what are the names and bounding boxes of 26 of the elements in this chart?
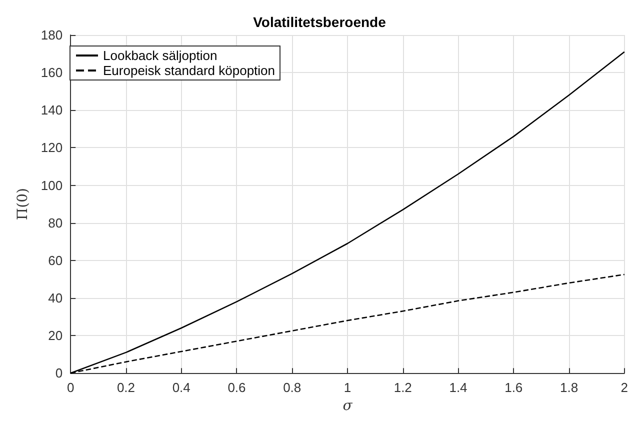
x-tick-label: 0 xyxy=(66,380,74,396)
x-tick-label: 1.8 xyxy=(560,380,578,396)
x-tick-label: 0.8 xyxy=(283,380,302,396)
y-tick-label: 40 xyxy=(48,290,63,306)
x-tick-label: 1.6 xyxy=(504,380,523,396)
x-tick-label: 0.2 xyxy=(116,380,136,396)
chart-title: Volatilitetsberoende xyxy=(253,14,386,30)
x-tick-label: 1.4 xyxy=(449,380,468,396)
x-tick-label: 1 xyxy=(344,380,352,396)
y-tick-label: 20 xyxy=(48,328,63,344)
legend-label: Lookback säljoption xyxy=(103,48,218,63)
y-tick-label: 100 xyxy=(40,178,63,193)
y-tick-label: 120 xyxy=(40,140,63,156)
y-tick-label: 160 xyxy=(40,65,63,80)
y-tick-label: 60 xyxy=(48,252,63,268)
legend-label: Europeisk standard köpoption xyxy=(103,63,276,78)
y-tick-label: 140 xyxy=(40,102,63,118)
y-tick-label: 0 xyxy=(55,366,63,381)
y-tick-label: 80 xyxy=(48,215,63,230)
x-tick-label: 1.2 xyxy=(394,380,412,396)
y-axis-title: Π(0) xyxy=(15,188,31,220)
x-tick-label: 0.4 xyxy=(172,380,190,396)
x-tick-label: 0.6 xyxy=(228,380,246,396)
y-tick-label: 180 xyxy=(40,28,63,42)
x-tick-label: 2 xyxy=(620,380,628,396)
x-axis-title: σ xyxy=(342,398,353,414)
